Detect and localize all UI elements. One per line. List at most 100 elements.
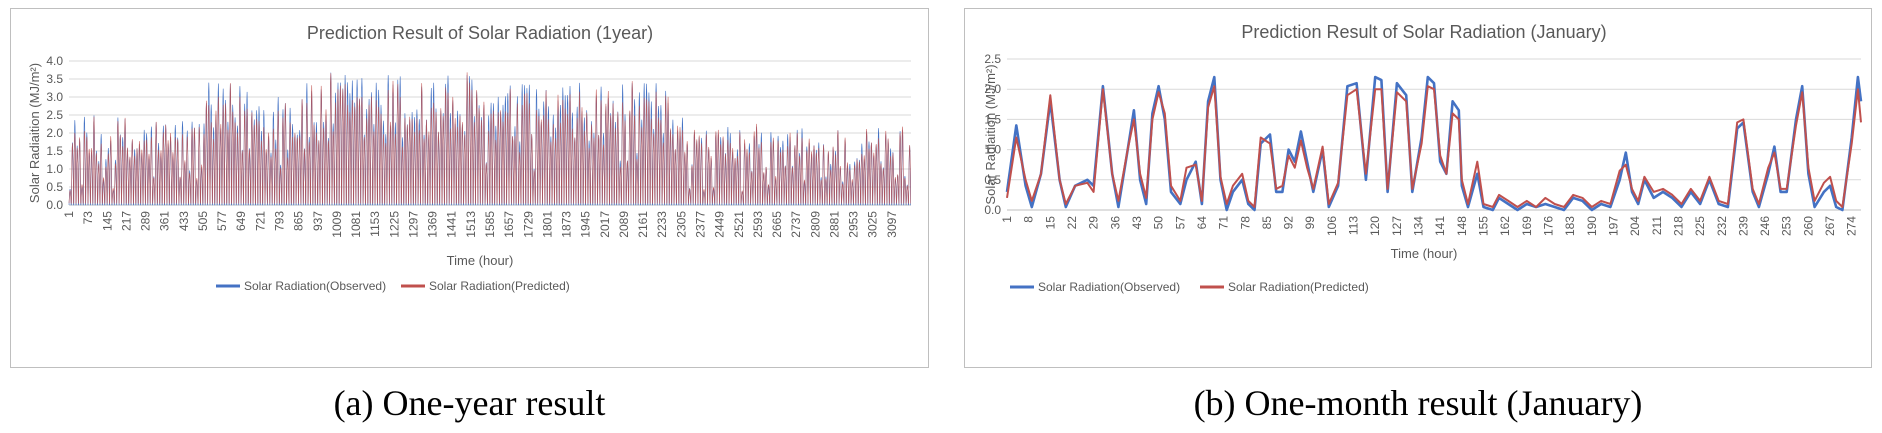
- caption-one-year: (a) One-year result: [333, 383, 606, 423]
- x-tick-label: 197: [1606, 216, 1620, 236]
- x-tick-label: 204: [1628, 216, 1642, 236]
- x-tick-label: 148: [1455, 216, 1469, 236]
- legend-label: Solar Radiation(Observed): [1038, 280, 1180, 294]
- chart-panel-january: Prediction Result of Solar Radiation (Ja…: [964, 8, 1872, 368]
- x-tick-label: 1297: [406, 211, 420, 238]
- x-tick-label: 127: [1390, 216, 1404, 236]
- x-tick-label: 1009: [330, 211, 344, 238]
- x-tick-label: 176: [1541, 216, 1555, 236]
- x-tick-label: 78: [1238, 216, 1252, 230]
- x-tick-label: 2809: [808, 211, 822, 238]
- x-tick-label: 2089: [617, 211, 631, 238]
- x-tick-label: 1513: [464, 211, 478, 238]
- x-tick-label: 99: [1303, 216, 1317, 230]
- x-tick-label: 1441: [445, 211, 459, 238]
- x-tick-label: 1945: [579, 211, 593, 238]
- x-tick-label: 649: [234, 211, 248, 231]
- x-tick-label: 2305: [674, 211, 688, 238]
- x-tick-label: 2161: [636, 211, 650, 238]
- x-tick-label: 505: [196, 211, 210, 231]
- plot-area: [1005, 75, 1863, 212]
- x-tick-label: 289: [139, 211, 153, 231]
- x-tick-label: 2521: [732, 211, 746, 238]
- x-tick-label: 92: [1282, 216, 1296, 230]
- x-tick-label: 937: [311, 211, 325, 231]
- x-tick-label: 865: [292, 211, 306, 231]
- x-tick-label: 1081: [349, 211, 363, 238]
- x-tick-label: 1369: [426, 211, 440, 238]
- x-tick-label: 721: [253, 211, 267, 231]
- x-tick-label: 2449: [713, 211, 727, 238]
- y-tick-label: 2.0: [984, 82, 1001, 96]
- y-tick-label: 1.0: [46, 162, 63, 176]
- x-tick-label: 1225: [387, 211, 401, 238]
- y-tick-label: 0.5: [984, 173, 1001, 187]
- x-tick-label: 433: [177, 211, 191, 231]
- x-tick-label: 2737: [789, 211, 803, 238]
- x-axis-label: Time (hour): [1391, 246, 1458, 261]
- chart-title: Prediction Result of Solar Radiation (1y…: [307, 23, 653, 43]
- x-tick-label: 50: [1152, 216, 1166, 230]
- x-tick-label: 1657: [502, 211, 516, 238]
- x-tick-label: 134: [1412, 216, 1426, 236]
- series-line-predicted: [68, 72, 911, 204]
- y-tick-label: 2.5: [984, 52, 1001, 66]
- x-tick-label: 2665: [770, 211, 784, 238]
- x-tick-label: 29: [1087, 216, 1101, 230]
- x-tick-label: 1153: [368, 211, 382, 237]
- x-tick-label: 2881: [827, 211, 841, 238]
- y-tick-label: 1.0: [984, 143, 1001, 157]
- x-tick-label: 260: [1801, 216, 1815, 236]
- y-tick-label: 0.0: [984, 203, 1001, 217]
- x-tick-label: 3025: [866, 211, 880, 238]
- caption-january: (b) One-month result (January): [1193, 383, 1643, 423]
- x-axis-label: Time (hour): [447, 253, 514, 268]
- x-tick-label: 211: [1650, 216, 1664, 235]
- legend-label: Solar Radiation(Predicted): [429, 279, 570, 293]
- y-tick-label: 3.5: [46, 72, 63, 86]
- x-tick-label: 2233: [655, 211, 669, 238]
- y-tick-label: 4.0: [46, 54, 63, 68]
- x-tick-label: 71: [1217, 216, 1231, 230]
- x-tick-label: 141: [1433, 216, 1447, 236]
- x-tick-label: 1729: [521, 211, 535, 238]
- x-tick-label: 253: [1780, 216, 1794, 236]
- x-tick-label: 274: [1845, 216, 1859, 236]
- legend-label: Solar Radiation(Predicted): [1228, 280, 1369, 294]
- x-tick-label: 43: [1130, 216, 1144, 230]
- x-tick-label: 239: [1736, 216, 1750, 236]
- x-tick-label: 57: [1173, 216, 1187, 230]
- y-tick-label: 0.0: [46, 198, 63, 212]
- x-tick-label: 577: [215, 211, 229, 231]
- x-tick-label: 22: [1065, 216, 1079, 230]
- x-tick-label: 793: [273, 211, 287, 231]
- chart-one-year: Prediction Result of Solar Radiation (1y…: [27, 23, 911, 293]
- x-tick-label: 169: [1520, 216, 1534, 236]
- x-tick-label: 106: [1325, 216, 1339, 236]
- x-tick-label: 232: [1715, 216, 1729, 236]
- x-tick-label: 155: [1477, 216, 1491, 236]
- x-tick-label: 2593: [751, 211, 765, 238]
- series-line-predicted: [1006, 85, 1862, 208]
- x-tick-label: 2017: [598, 211, 612, 238]
- chart-title: Prediction Result of Solar Radiation (Ja…: [1241, 22, 1606, 42]
- x-tick-label: 2377: [694, 211, 708, 238]
- y-tick-label: 3.0: [46, 90, 63, 104]
- x-tick-label: 218: [1671, 216, 1685, 236]
- legend-label: Solar Radiation(Observed): [244, 279, 386, 293]
- y-tick-label: 2.0: [46, 126, 63, 140]
- chart-january: Prediction Result of Solar Radiation (Ja…: [983, 22, 1863, 294]
- x-tick-label: 361: [158, 211, 172, 231]
- y-tick-label: 1.5: [46, 144, 63, 158]
- x-tick-label: 85: [1260, 216, 1274, 230]
- x-tick-label: 1585: [483, 211, 497, 238]
- plot-area: [68, 72, 911, 206]
- x-tick-label: 162: [1498, 216, 1512, 236]
- x-tick-label: 246: [1758, 216, 1772, 236]
- chart-panel-one-year: Prediction Result of Solar Radiation (1y…: [10, 8, 929, 368]
- x-tick-label: 64: [1195, 216, 1209, 230]
- y-axis-label: Solar Radiaition (MJ/m²): [27, 63, 42, 203]
- x-tick-label: 145: [100, 211, 114, 231]
- y-tick-label: 0.5: [46, 180, 63, 194]
- x-tick-label: 3097: [885, 211, 899, 238]
